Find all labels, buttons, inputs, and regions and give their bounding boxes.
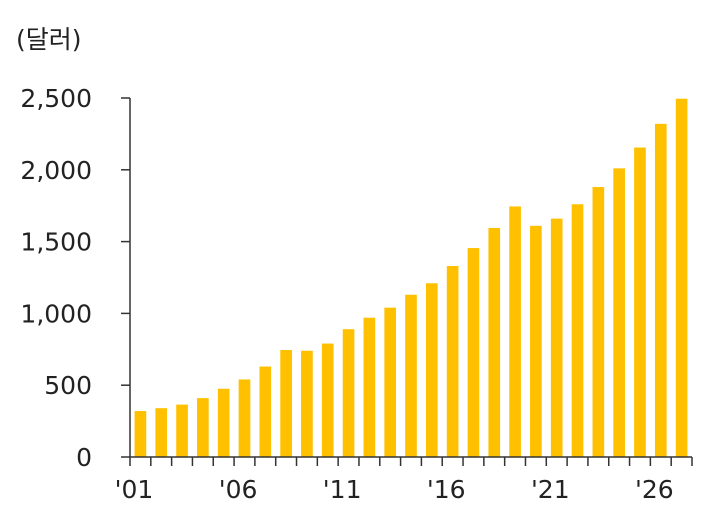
- bar-06: [238, 379, 251, 457]
- bar-08: [280, 350, 292, 457]
- bars-group: [134, 98, 688, 458]
- y-tick-label: 2,000: [20, 156, 92, 185]
- bar-17: [467, 248, 480, 457]
- x-tick-label: '21: [531, 475, 570, 504]
- x-tick-label: '06: [219, 475, 258, 504]
- bar-14: [405, 294, 417, 457]
- bar-24: [613, 168, 625, 458]
- y-tick-label: 500: [44, 371, 92, 400]
- bar-18: [488, 227, 501, 457]
- bar-09: [301, 350, 313, 457]
- bar-23: [592, 187, 605, 457]
- y-tick-label: 0: [76, 443, 92, 472]
- bar-16: [446, 266, 459, 457]
- bar-15: [425, 283, 438, 457]
- bar-19: [509, 206, 521, 457]
- y-axis: 0 500 1,000 1,500 2,000 2,500: [20, 84, 130, 472]
- bar-05: [217, 388, 230, 457]
- bar-21: [550, 218, 563, 457]
- y-tick-label: 2,500: [20, 84, 92, 113]
- y-tick-label: 1,000: [20, 299, 92, 328]
- x-tick-label: '01: [115, 475, 154, 504]
- x-tick-label: '26: [635, 475, 674, 504]
- bar-04: [197, 398, 209, 457]
- bar-22: [571, 204, 584, 457]
- bar-07: [259, 366, 272, 457]
- x-tick-label: '16: [427, 475, 466, 504]
- x-tick-label: '11: [323, 475, 362, 504]
- bar-01: [134, 411, 147, 457]
- y-tick-label: 1,500: [20, 228, 92, 257]
- bar-03: [176, 404, 188, 457]
- bar-27: [675, 98, 688, 457]
- bar-25: [634, 147, 646, 458]
- bar-26: [654, 123, 667, 457]
- bar-20: [530, 225, 542, 457]
- bar-10: [321, 343, 334, 457]
- y-unit-label: (달러): [16, 25, 82, 54]
- bar-12: [363, 317, 376, 457]
- bar-11: [342, 329, 355, 457]
- bar-13: [384, 307, 397, 457]
- bar-02: [155, 408, 168, 457]
- x-axis: '01 '06 '11 '16 '21 '26: [115, 457, 693, 504]
